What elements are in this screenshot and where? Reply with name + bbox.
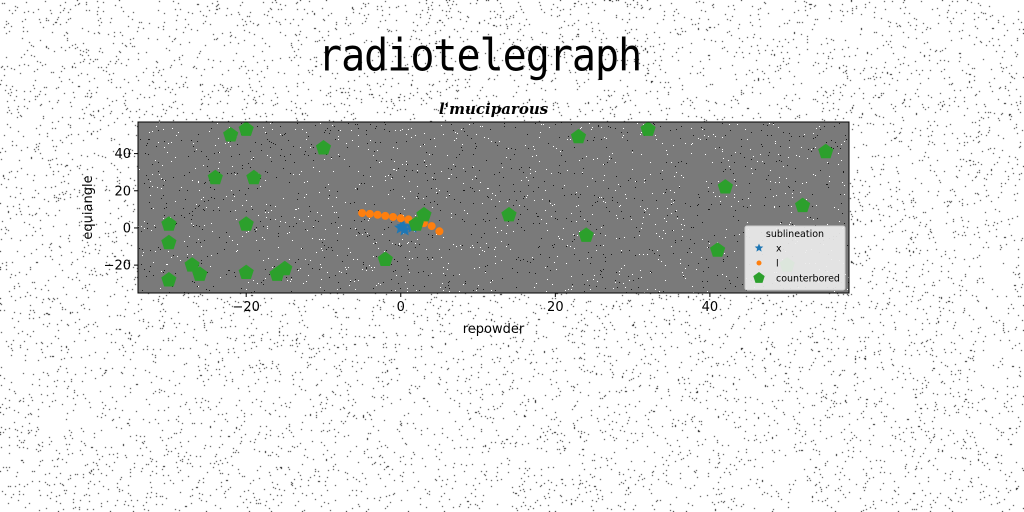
data-point <box>818 143 834 159</box>
legend-marker <box>753 272 765 283</box>
data-point <box>377 251 393 266</box>
x-tick-label: −20 <box>232 300 259 315</box>
data-point <box>161 216 177 231</box>
data-point <box>640 121 656 136</box>
chart-title: l'muciparous <box>439 100 549 118</box>
figure-title: radiotelegraph <box>318 30 642 82</box>
data-point <box>717 179 733 194</box>
data-point <box>246 169 262 185</box>
x-tick-label: 20 <box>547 300 564 315</box>
legend-title: sublineation <box>766 229 824 240</box>
axes: −20 0 20 40 −20 0 20 40 <box>104 147 719 315</box>
legend-box <box>744 225 846 291</box>
y-tick-label: 40 <box>114 147 131 162</box>
data-point <box>435 227 444 236</box>
data-point <box>427 222 436 231</box>
y-axis-label: equiangle <box>81 175 96 239</box>
legend-entry: x <box>776 244 782 255</box>
data-point <box>315 140 332 155</box>
plot-frame <box>137 121 850 294</box>
y-tick-label: 0 <box>123 221 131 236</box>
data-point <box>161 234 177 250</box>
x-axis-label: repowder <box>463 322 525 337</box>
data-point <box>795 197 811 213</box>
y-tick-label: 20 <box>114 184 131 199</box>
data-point <box>238 264 254 279</box>
y-tick-label: −20 <box>104 259 131 274</box>
data-point <box>396 219 410 233</box>
data-point <box>207 169 223 185</box>
x-tick-label: 40 <box>702 300 719 315</box>
data-point <box>192 266 208 281</box>
data-point <box>238 121 254 136</box>
legend-marker <box>754 243 764 252</box>
legend-marker <box>756 260 762 266</box>
data-point <box>184 257 200 272</box>
data-point <box>501 206 517 222</box>
data-point <box>223 127 239 142</box>
data-point <box>161 272 177 287</box>
x-tick-label: 0 <box>397 300 405 315</box>
plot-area <box>138 122 849 293</box>
data-point <box>408 216 424 231</box>
data-point <box>358 209 367 218</box>
data-point <box>416 206 432 222</box>
data-marks <box>161 121 834 287</box>
data-point <box>269 266 285 281</box>
legend: sublineation xl counterbored <box>744 225 846 291</box>
data-point <box>570 128 587 144</box>
data-point <box>710 242 726 257</box>
data-point <box>381 211 390 220</box>
data-point <box>578 227 594 242</box>
legend-entry: l <box>776 259 779 270</box>
data-point <box>389 212 398 221</box>
legend-entry: counterbored <box>776 274 840 285</box>
data-point <box>238 216 254 231</box>
data-point <box>365 209 374 218</box>
data-point <box>396 214 405 223</box>
data-point <box>373 210 382 219</box>
series-counterbored <box>161 121 834 287</box>
